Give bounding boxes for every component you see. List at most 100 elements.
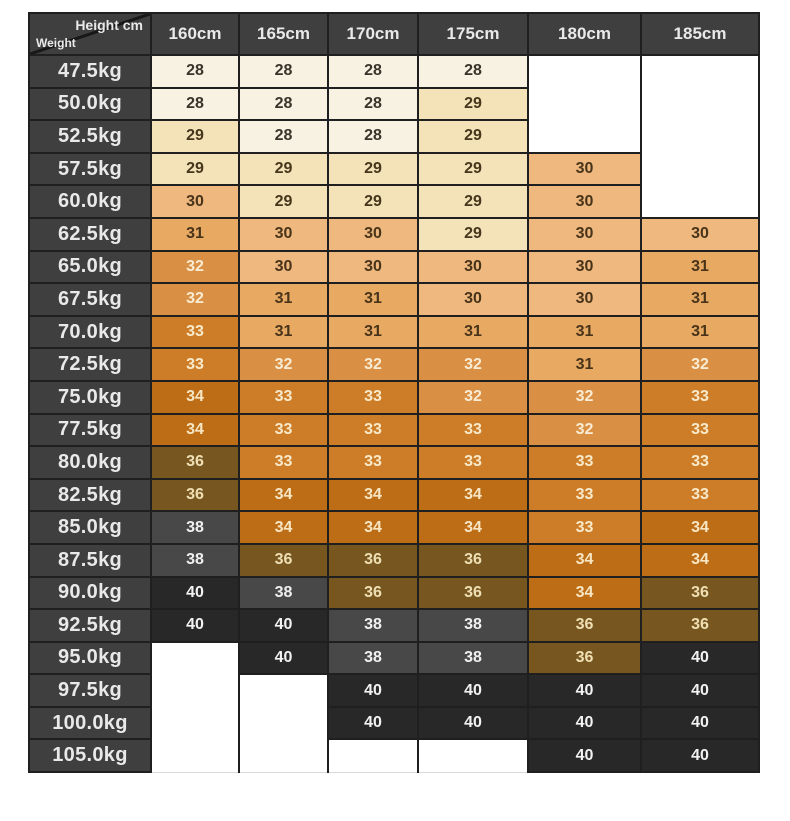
table-row: 57.5kg 29 29 29 29 30 xyxy=(28,151,760,187)
size-cell: 40 xyxy=(150,608,239,642)
size-cell: 40 xyxy=(327,673,418,707)
empty-cell xyxy=(640,87,760,121)
table-row: 65.0kg 32 30 30 30 30 31 xyxy=(28,249,760,285)
size-cell: 36 xyxy=(527,640,641,675)
size-cell: 29 xyxy=(417,151,528,186)
table-row: 95.0kg 40 38 38 36 40 xyxy=(28,640,760,676)
size-cell: 34 xyxy=(640,542,760,577)
table-row: 75.0kg 34 33 33 32 32 33 xyxy=(28,379,760,415)
size-cell: 28 xyxy=(327,86,418,121)
height-column-header: 180cm xyxy=(527,12,642,56)
size-cell: 40 xyxy=(238,640,328,675)
size-cell: 40 xyxy=(527,738,641,774)
table-row: 82.5kg 36 34 34 34 33 33 xyxy=(28,477,760,513)
size-cell: 32 xyxy=(417,379,528,414)
empty-cell xyxy=(417,738,528,773)
table-row: 97.5kg 40 40 40 40 xyxy=(28,673,760,708)
size-cell: 40 xyxy=(527,705,641,740)
weight-row-header: 105.0kg xyxy=(28,738,152,774)
size-cell: 30 xyxy=(640,216,760,251)
size-cell: 33 xyxy=(417,445,528,479)
weight-row-header: 80.0kg xyxy=(28,445,152,480)
height-column-header: 170cm xyxy=(327,12,419,56)
size-cell: 31 xyxy=(527,347,641,381)
size-cell: 32 xyxy=(527,412,641,447)
size-cell: 33 xyxy=(640,477,760,512)
height-column-header: 185cm xyxy=(640,12,760,56)
size-cell: 34 xyxy=(417,477,528,512)
weight-row-header: 62.5kg xyxy=(28,216,152,252)
size-cell: 30 xyxy=(150,184,239,218)
size-cell: 30 xyxy=(527,282,641,316)
size-cell: 31 xyxy=(640,314,760,349)
table-row: 90.0kg 40 38 36 36 34 36 xyxy=(28,575,760,611)
size-cell: 40 xyxy=(150,575,239,610)
table-row: 72.5kg 33 32 32 32 31 32 xyxy=(28,347,760,382)
size-cell: 34 xyxy=(327,510,418,544)
empty-cell xyxy=(527,120,641,153)
size-cell: 33 xyxy=(150,314,239,349)
size-cell: 36 xyxy=(527,608,641,642)
size-cell: 31 xyxy=(527,314,641,349)
size-cell: 34 xyxy=(527,575,641,610)
size-cell: 33 xyxy=(327,379,418,414)
size-cell: 28 xyxy=(238,86,328,121)
weight-row-header: 57.5kg xyxy=(28,151,152,187)
size-cell: 28 xyxy=(238,54,328,88)
size-cell: 33 xyxy=(527,445,641,479)
weight-row-header: 50.0kg xyxy=(28,86,152,122)
size-cell: 29 xyxy=(238,184,328,218)
size-cell: 34 xyxy=(238,510,328,544)
empty-cell xyxy=(150,739,239,773)
empty-cell xyxy=(150,706,239,740)
height-axis-label: Height cm xyxy=(75,17,143,33)
size-cell: 30 xyxy=(327,216,418,251)
table-row: 100.0kg 40 40 40 40 xyxy=(28,705,760,741)
size-cell: 30 xyxy=(527,184,641,218)
size-cell: 33 xyxy=(238,445,328,479)
size-cell: 33 xyxy=(238,379,328,414)
size-cell: 40 xyxy=(527,673,641,707)
table-row: 92.5kg 40 40 38 38 36 36 xyxy=(28,608,760,643)
empty-cell xyxy=(527,54,641,88)
size-cell: 34 xyxy=(150,379,239,414)
size-cell: 30 xyxy=(527,249,641,284)
size-cell: 31 xyxy=(327,314,418,349)
table-row: 60.0kg 30 29 29 29 30 xyxy=(28,184,760,219)
size-cell: 31 xyxy=(640,249,760,284)
weight-row-header: 92.5kg xyxy=(28,608,152,643)
size-cell: 32 xyxy=(238,347,328,381)
size-cell: 40 xyxy=(417,673,528,707)
table-row: 67.5kg 32 31 31 30 30 31 xyxy=(28,282,760,317)
size-cell: 34 xyxy=(417,510,528,544)
height-column-header: 165cm xyxy=(238,12,329,56)
size-cell: 28 xyxy=(150,86,239,121)
empty-cell xyxy=(327,738,418,773)
size-cell: 30 xyxy=(417,249,528,284)
size-cell: 29 xyxy=(417,86,528,121)
corner-diagonal-line xyxy=(31,15,149,53)
size-cell: 40 xyxy=(640,673,760,707)
weight-row-header: 67.5kg xyxy=(28,282,152,317)
size-cell: 36 xyxy=(327,575,418,610)
size-cell: 29 xyxy=(327,151,418,186)
size-cell: 32 xyxy=(640,347,760,381)
table-row: 50.0kg 28 28 28 29 xyxy=(28,86,760,122)
size-cell: 30 xyxy=(238,216,328,251)
size-cell: 36 xyxy=(417,575,528,610)
size-cell: 40 xyxy=(640,705,760,740)
empty-cell xyxy=(640,120,760,153)
size-cell: 29 xyxy=(417,119,528,153)
size-cell: 31 xyxy=(238,282,328,316)
size-cell: 33 xyxy=(640,412,760,447)
size-cell: 29 xyxy=(238,151,328,186)
weight-row-header: 65.0kg xyxy=(28,249,152,285)
header-row: Height cm Weight 160cm 165cm 170cm 175cm 180… xyxy=(28,12,760,56)
empty-cell xyxy=(640,152,760,186)
size-chart-table: Height cm Weight 160cm 165cm 170cm 175cm 180… xyxy=(28,12,760,774)
height-column-header: 175cm xyxy=(417,12,529,56)
size-cell: 30 xyxy=(327,249,418,284)
weight-row-header: 87.5kg xyxy=(28,542,152,578)
size-chart: Height cm Weight 160cm 165cm 170cm 175cm 180… xyxy=(28,12,760,774)
table-row: 105.0kg 40 40 xyxy=(28,738,760,774)
